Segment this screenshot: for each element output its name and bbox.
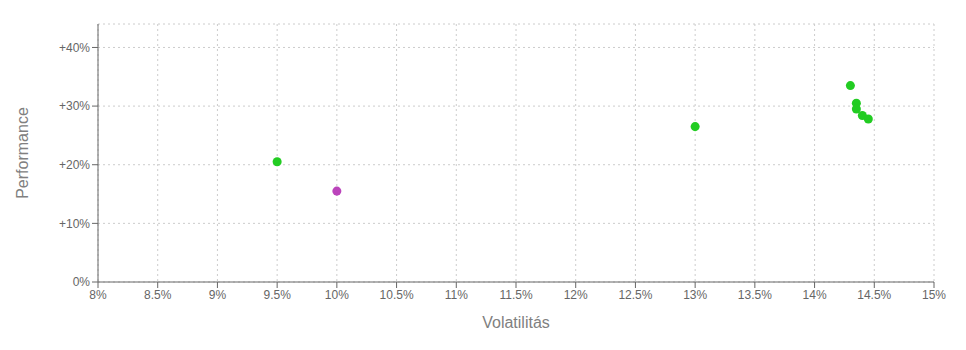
svg-text:13.5%: 13.5% — [738, 288, 772, 302]
svg-text:+40%: +40% — [59, 41, 90, 55]
svg-text:14.5%: 14.5% — [857, 288, 891, 302]
svg-text:11%: 11% — [445, 288, 468, 302]
svg-text:12%: 12% — [564, 288, 588, 302]
svg-text:10%: 10% — [325, 288, 349, 302]
svg-text:10.5%: 10.5% — [380, 288, 414, 302]
svg-text:+20%: +20% — [59, 158, 90, 172]
svg-text:Performance: Performance — [14, 107, 31, 199]
svg-text:0%: 0% — [73, 275, 91, 289]
svg-text:9.5%: 9.5% — [263, 288, 291, 302]
svg-text:Volatilitás: Volatilitás — [482, 314, 550, 331]
svg-text:12.5%: 12.5% — [618, 288, 652, 302]
svg-text:+10%: +10% — [59, 217, 90, 231]
svg-text:9%: 9% — [209, 288, 227, 302]
svg-text:8%: 8% — [89, 288, 107, 302]
svg-text:+30%: +30% — [59, 99, 90, 113]
svg-text:11.5%: 11.5% — [499, 288, 532, 302]
svg-text:15%: 15% — [922, 288, 946, 302]
svg-text:13%: 13% — [683, 288, 707, 302]
svg-text:14%: 14% — [803, 288, 827, 302]
svg-text:8.5%: 8.5% — [144, 288, 172, 302]
